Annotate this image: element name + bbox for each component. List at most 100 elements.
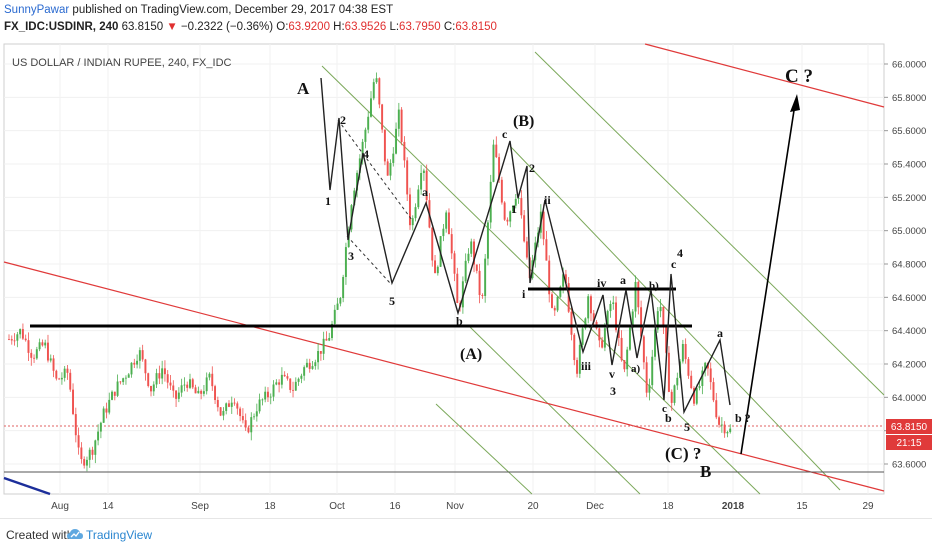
wave-label-5a: 5: [389, 294, 395, 308]
candle-body: [356, 172, 359, 191]
candle-body: [631, 311, 634, 328]
candle-body: [325, 338, 328, 341]
candle-body: [461, 281, 464, 308]
candle-body: [16, 334, 19, 341]
candle-body: [169, 382, 172, 386]
candle-body: [322, 338, 325, 354]
candle-body: [395, 128, 398, 154]
candle-body: [481, 295, 484, 296]
candle-body: [667, 352, 670, 392]
candle-body: [640, 307, 643, 337]
x-tick-label: Sep: [191, 501, 209, 512]
candle-body: [420, 172, 423, 190]
plot-area: [3, 43, 885, 495]
candle-body: [578, 344, 581, 374]
candle-body: [314, 362, 317, 367]
candle-body: [236, 403, 239, 409]
candle-body: [58, 378, 61, 380]
candle-body: [83, 459, 86, 466]
wave-label-A-paren: (A): [460, 346, 482, 363]
close-value: 63.8150: [455, 21, 497, 33]
publish-info: SunnyPawar published on TradingView.com,…: [4, 4, 393, 16]
candle-body: [300, 375, 303, 379]
author-link[interactable]: SunnyPawar: [4, 4, 70, 16]
candle-body: [564, 274, 567, 284]
candle-body: [520, 198, 523, 216]
candle-body: [211, 373, 214, 387]
candle-body: [592, 313, 595, 322]
wave-label-b1: b: [456, 314, 463, 328]
y-tick-label: 66.0000: [892, 60, 926, 71]
candle-body: [523, 215, 526, 242]
candle-body: [545, 239, 548, 261]
candle-body: [548, 260, 551, 295]
wave-label-v: v: [609, 367, 615, 381]
candle-body: [475, 264, 478, 271]
open-label: O:: [276, 21, 289, 33]
last-price-badge: [886, 419, 932, 434]
candle-body: [41, 342, 44, 346]
candle-body: [111, 391, 113, 400]
candle-body: [478, 270, 481, 296]
candle-body: [684, 344, 687, 360]
candle-body: [587, 296, 590, 319]
candle-body: [175, 390, 178, 399]
candle-body: [450, 234, 453, 254]
wave-label-iv: iv: [597, 276, 606, 290]
candle-body: [202, 391, 205, 394]
candle-body: [512, 205, 514, 212]
wave-label-1b: 1: [511, 202, 517, 216]
candle-body: [286, 376, 289, 379]
candle-body: [525, 241, 528, 258]
candle-body: [648, 385, 651, 393]
candle-body: [38, 342, 41, 350]
candle-body: [693, 388, 695, 404]
candle-body: [553, 307, 556, 311]
tradingview-cloud-icon: [67, 529, 83, 539]
x-tick-label: Oct: [329, 501, 345, 512]
candle-body: [66, 368, 69, 373]
horizontal-grid: [4, 63, 884, 465]
open-value: 63.9200: [288, 21, 330, 33]
candle-body: [581, 328, 584, 345]
candle-body: [651, 356, 654, 386]
candle-body: [155, 373, 158, 385]
candle-body: [436, 266, 439, 274]
candle-body: [161, 368, 164, 379]
candle-body: [364, 129, 367, 142]
candle-body: [247, 427, 250, 433]
wave-label-a-paren: a): [631, 363, 641, 375]
candle-body: [389, 162, 392, 176]
candle-body: [328, 337, 331, 341]
y-tick-label: 63.6000: [892, 460, 926, 471]
candle-body: [21, 329, 24, 339]
candle-body: [556, 296, 559, 311]
x-tick-label: 15: [796, 501, 808, 512]
candle-body: [172, 385, 175, 391]
red-trend-lines: [3, 43, 885, 492]
wave-label-c3: c: [662, 403, 667, 415]
candle-body: [425, 170, 428, 201]
candle-body: [205, 377, 208, 392]
y-tick-label: 65.6000: [892, 126, 926, 137]
candle-body: [261, 399, 264, 401]
x-tick-label: 2018: [722, 501, 745, 512]
x-tick-label: Nov: [446, 501, 464, 512]
candle-body: [637, 281, 640, 308]
candle-body: [46, 342, 49, 361]
candle-body: [562, 274, 565, 287]
candle-body: [626, 349, 629, 370]
candle-body: [250, 417, 253, 433]
candle-body: [386, 161, 389, 176]
wave-label-b-question: b ?: [735, 411, 751, 425]
candle-body: [392, 153, 395, 163]
candle-body: [517, 198, 520, 199]
candle-body: [383, 129, 386, 162]
candle-body: [551, 294, 553, 308]
candle-body: [456, 273, 459, 304]
price-chart[interactable]: US DOLLAR / INDIAN RUPEE, 240, FX_IDC A …: [0, 40, 932, 518]
candle-body: [720, 424, 723, 426]
candle-body: [704, 362, 707, 371]
red-line-lower: [3, 261, 885, 492]
tradingview-link[interactable]: TradingView: [86, 528, 153, 542]
